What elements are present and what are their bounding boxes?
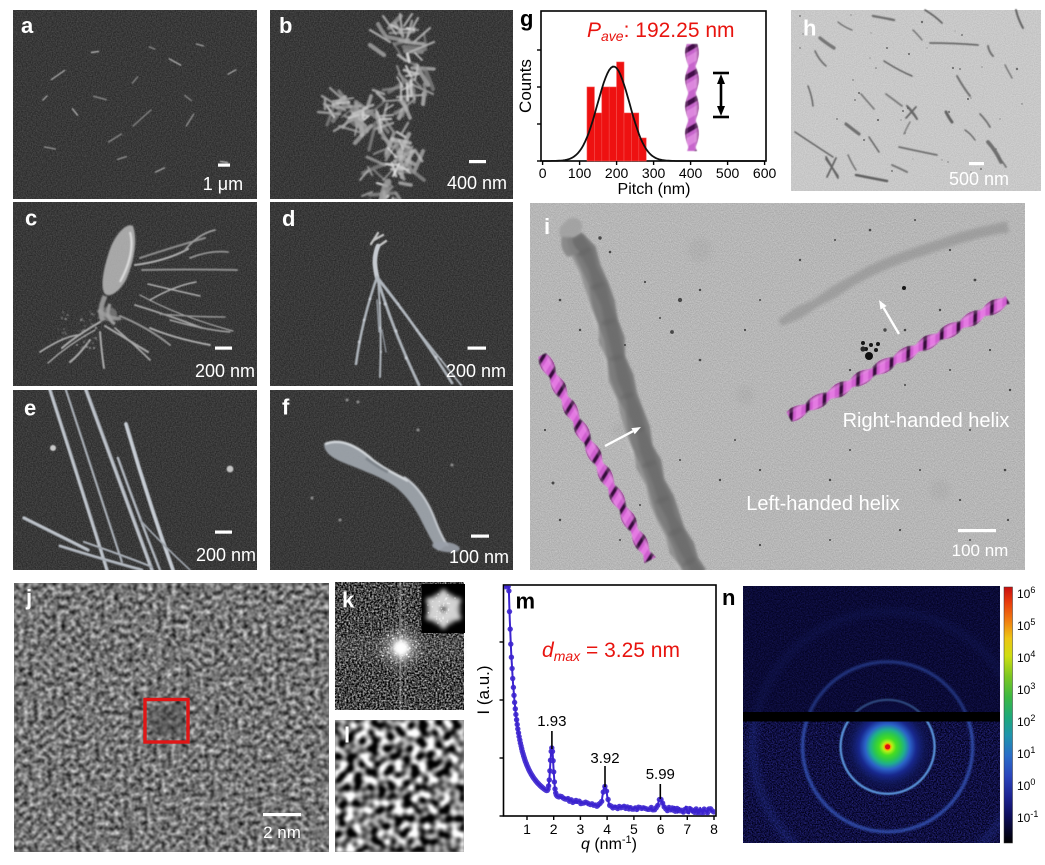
svg-text:g: g <box>520 6 533 31</box>
svg-text:Right-handed helix: Right-handed helix <box>843 410 1010 432</box>
svg-text:e: e <box>24 396 36 421</box>
svg-text:0: 0 <box>539 165 547 181</box>
svg-text:Counts: Counts <box>516 59 535 113</box>
svg-text:200 nm: 200 nm <box>196 545 256 565</box>
svg-text:100 nm: 100 nm <box>449 547 509 567</box>
svg-text:500: 500 <box>716 165 740 181</box>
svg-text:200: 200 <box>605 165 629 181</box>
svg-text:l: l <box>344 723 350 748</box>
svg-text:Pave: 192.25 nm: Pave: 192.25 nm <box>587 19 735 44</box>
svg-text:400 nm: 400 nm <box>447 173 507 193</box>
svg-text:8: 8 <box>710 821 718 837</box>
svg-text:7: 7 <box>683 821 691 837</box>
svg-text:1.93: 1.93 <box>537 713 566 730</box>
svg-text:5: 5 <box>630 821 638 837</box>
svg-text:2: 2 <box>550 821 558 837</box>
svg-text:c: c <box>25 206 37 231</box>
svg-text:b: b <box>279 13 292 38</box>
svg-text:300: 300 <box>642 165 666 181</box>
svg-text:h: h <box>803 16 816 41</box>
svg-text:I (a.u.): I (a.u.) <box>474 665 493 714</box>
svg-text:100: 100 <box>568 165 592 181</box>
svg-text:3.92: 3.92 <box>590 750 619 767</box>
svg-text:i: i <box>544 214 550 239</box>
svg-text:d: d <box>282 206 295 231</box>
svg-text:Left-handed helix: Left-handed helix <box>746 493 899 515</box>
svg-text:k: k <box>342 588 355 613</box>
svg-text:600: 600 <box>753 165 777 181</box>
svg-text:3: 3 <box>577 821 585 837</box>
svg-text:a: a <box>21 13 34 38</box>
svg-text:4: 4 <box>603 821 611 837</box>
svg-text:500 nm: 500 nm <box>949 169 1009 189</box>
svg-text:100 nm: 100 nm <box>952 541 1009 560</box>
svg-text:Pitch (nm): Pitch (nm) <box>618 181 691 198</box>
svg-text:n: n <box>722 585 735 610</box>
svg-text:5.99: 5.99 <box>646 766 675 783</box>
svg-text:200 nm: 200 nm <box>446 361 506 381</box>
svg-text:6: 6 <box>657 821 665 837</box>
svg-text:1: 1 <box>523 821 531 837</box>
svg-text:1 μm: 1 μm <box>203 174 243 194</box>
svg-text:2 nm: 2 nm <box>263 823 301 842</box>
svg-text:f: f <box>282 395 290 420</box>
svg-text:j: j <box>25 585 32 610</box>
svg-text:400: 400 <box>679 165 703 181</box>
svg-text:m: m <box>516 589 536 614</box>
svg-text:200 nm: 200 nm <box>195 361 255 381</box>
svg-text:dmax = 3.25 nm: dmax = 3.25 nm <box>542 639 680 664</box>
